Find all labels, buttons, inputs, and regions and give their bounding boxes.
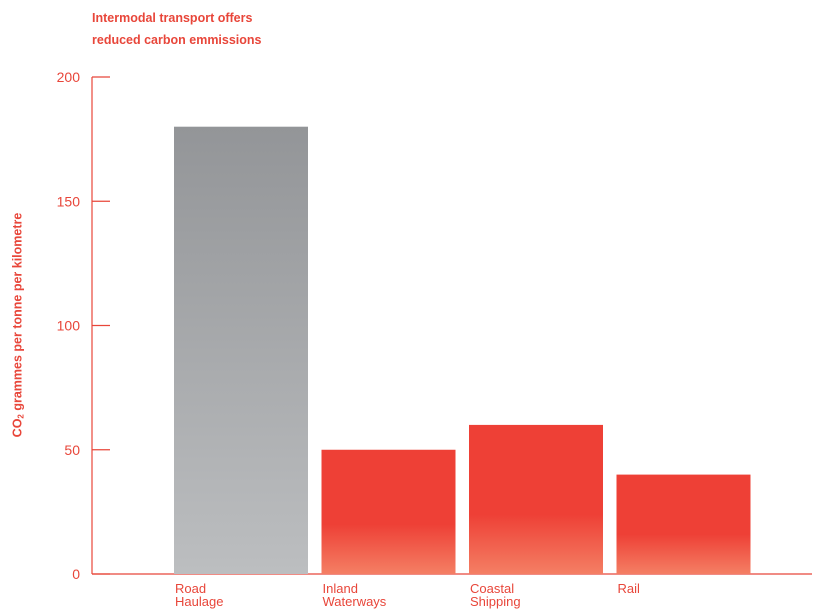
category-label-line: Waterways [323,594,387,609]
category-label: Road Haulage [175,581,223,609]
y-tick-label: 200 [57,69,81,85]
y-tick-label: 50 [64,442,80,458]
bar [616,474,751,574]
category-label-line: Inland [323,581,358,596]
category-label: Inland Waterways [323,581,387,609]
y-axis-label-subscript: 2 [16,414,26,419]
y-tick-label: 0 [72,566,80,582]
bars [174,126,751,574]
category-label-line: Haulage [175,594,223,609]
category-label: Rail [618,581,641,596]
bar [469,424,603,574]
bar [174,126,308,574]
category-labels: Road Haulage Inland Waterways Coastal Shippin… [175,581,640,609]
y-tick-label: 150 [57,193,81,209]
category-label-line: Shipping [470,594,521,609]
category-label-line: Rail [618,581,641,596]
category-label-line: Coastal [470,581,514,596]
category-label: Coastal Shipping [470,581,521,609]
y-tick-label: 100 [57,318,81,334]
chart-title-line-1: Intermodal transport offers [92,11,253,25]
chart-title-line-2: reduced carbon emmissions [92,33,262,47]
y-axis-label-main: CO [10,418,25,438]
category-label-line: Road [175,581,206,596]
y-axis-label-rest: grammes per tonne per kilometre [10,212,25,415]
bar [321,449,456,574]
